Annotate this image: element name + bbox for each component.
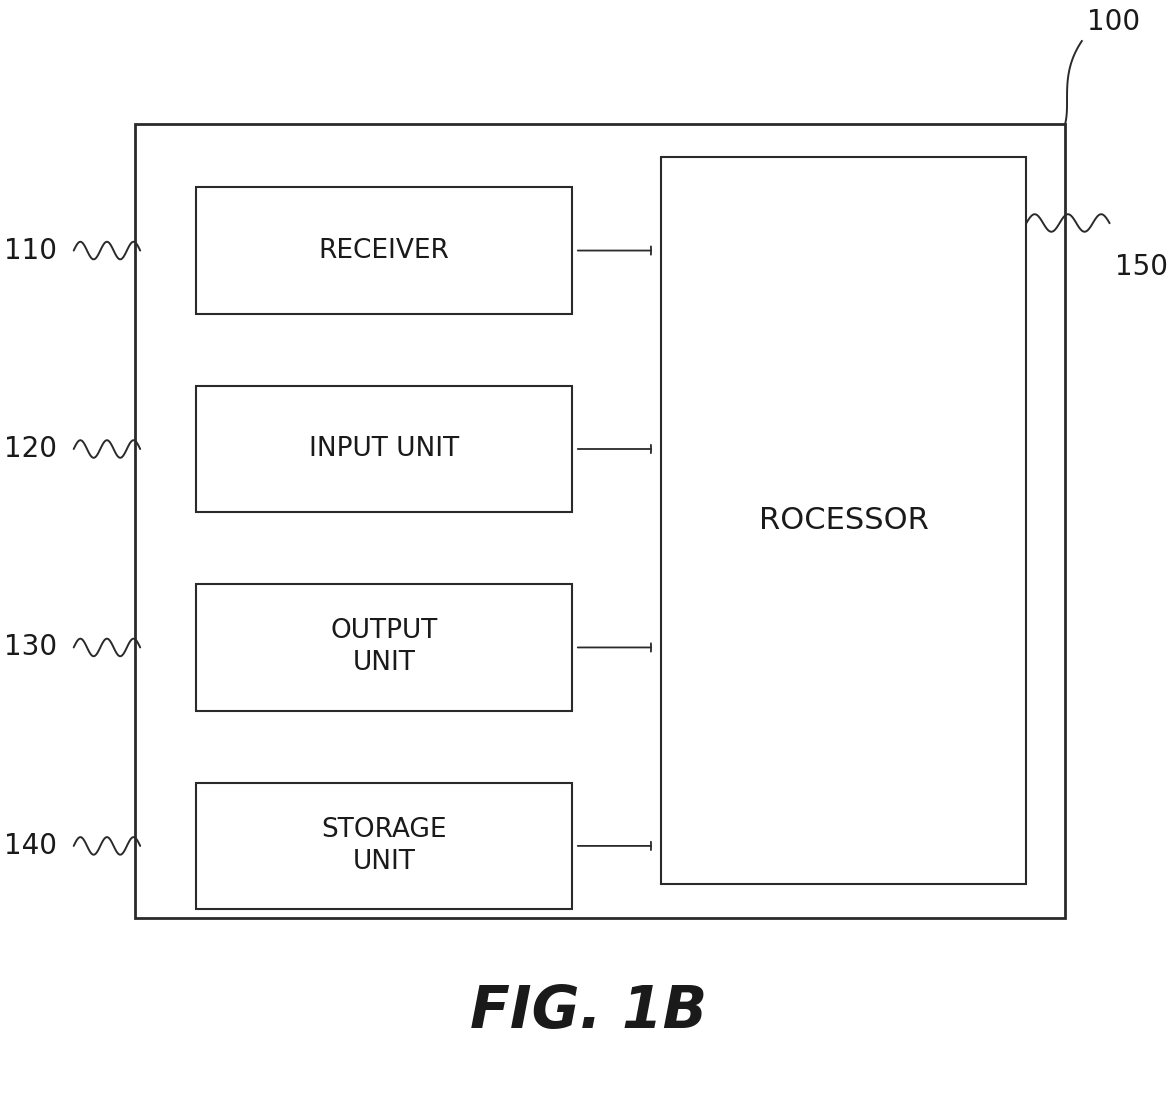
Text: INPUT UNIT: INPUT UNIT <box>308 436 459 462</box>
Bar <box>196 187 572 314</box>
Text: 150: 150 <box>1116 253 1168 281</box>
Bar <box>135 124 1065 917</box>
Text: 110: 110 <box>4 236 57 264</box>
Text: 140: 140 <box>4 832 57 860</box>
Bar <box>196 585 572 711</box>
Text: OUTPUT
UNIT: OUTPUT UNIT <box>331 619 438 676</box>
Text: 130: 130 <box>4 633 57 662</box>
Text: STORAGE
UNIT: STORAGE UNIT <box>321 817 447 875</box>
Bar <box>660 157 1026 884</box>
Text: 100: 100 <box>1087 8 1140 35</box>
Bar <box>196 386 572 513</box>
Text: ROCESSOR: ROCESSOR <box>759 506 929 535</box>
Text: FIG. 1B: FIG. 1B <box>470 982 707 1040</box>
Bar <box>196 782 572 909</box>
Text: 120: 120 <box>4 435 57 463</box>
Text: RECEIVER: RECEIVER <box>318 238 449 264</box>
